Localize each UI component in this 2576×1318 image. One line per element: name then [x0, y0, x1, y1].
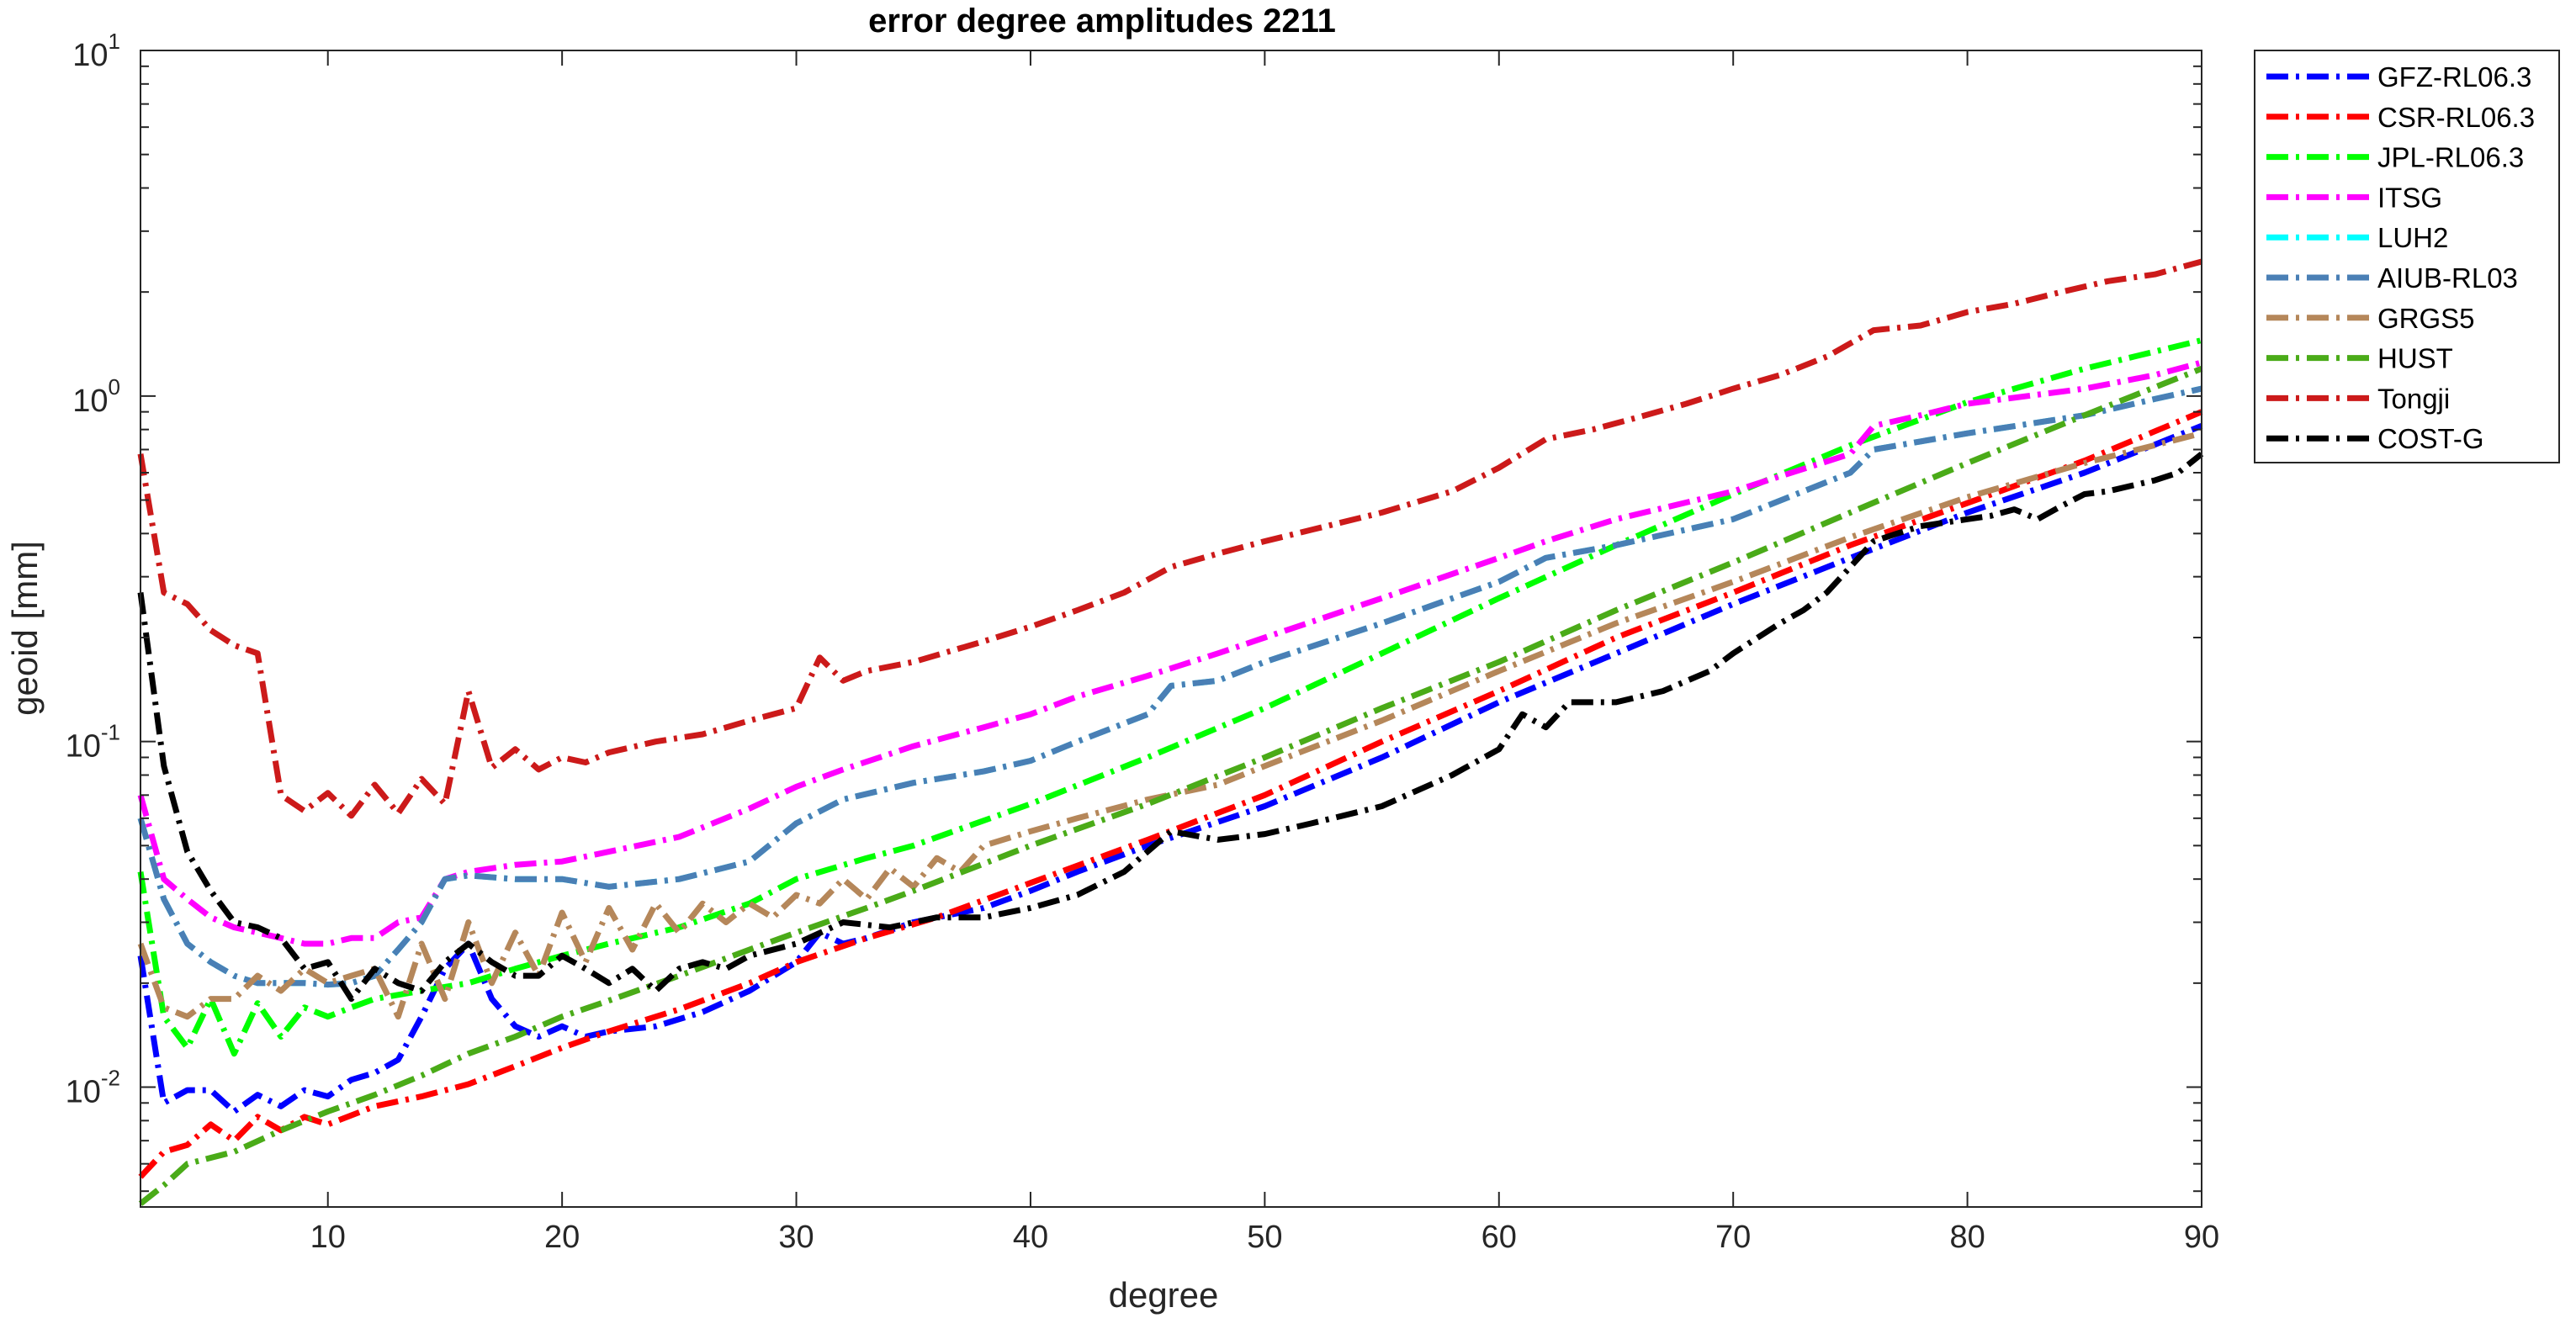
chart-title: error degree amplitudes 2211: [868, 3, 1336, 40]
series-line-tongji: [137, 258, 2202, 819]
legend-label: GFZ-RL06.3: [2377, 61, 2531, 93]
y-tick-label: 100: [72, 374, 120, 419]
y-tick-label: 10-1: [66, 720, 120, 765]
legend-label: JPL-RL06.3: [2377, 142, 2524, 173]
x-tick-label: 90: [2184, 1220, 2219, 1255]
legend-label: AIUB-RL03: [2377, 262, 2518, 294]
x-axis-label: degree: [1109, 1275, 1219, 1315]
x-axis: 10 20 30 40 50 60 70 80 90: [310, 50, 2219, 1255]
x-tick-label: 10: [310, 1220, 346, 1255]
legend-label: HUST: [2377, 343, 2453, 374]
y-tick-label: 101: [72, 29, 120, 73]
plot-area: [140, 50, 2202, 1207]
legend-label: CSR-RL06.3: [2377, 102, 2535, 133]
x-tick-label: 80: [1949, 1220, 1985, 1255]
legend-label: Tongji: [2377, 383, 2450, 414]
y-axis-label: geoid [mm]: [5, 541, 45, 716]
series-line-cost-g: [137, 451, 2204, 1003]
y-axis: 10-2 10-1 100 101: [66, 29, 2202, 1193]
series-line-gfz-rl06-3: [137, 423, 2203, 1114]
legend-label: ITSG: [2377, 182, 2442, 213]
x-tick-label: 70: [1715, 1220, 1751, 1255]
legend-label: COST-G: [2377, 423, 2484, 454]
y-tick-label: 10-2: [66, 1066, 120, 1110]
x-tick-label: 20: [544, 1220, 580, 1255]
x-tick-label: 50: [1247, 1220, 1282, 1255]
series-layer: [137, 258, 2204, 1206]
x-tick-label: 30: [778, 1220, 814, 1255]
series-line-jpl-rl06-3: [137, 337, 2202, 1057]
series-line-hust: [138, 366, 2203, 1206]
legend: GFZ-RL06.3 CSR-RL06.3 JPL-RL06.3 ITSG LUH2 AI…: [2254, 50, 2560, 463]
legend-box: [2254, 50, 2560, 463]
x-tick-label: 40: [1013, 1220, 1048, 1255]
x-tick-label: 60: [1481, 1220, 1517, 1255]
series-line-csr-rl06-3: [138, 409, 2203, 1179]
plot-frame: [140, 50, 2202, 1208]
legend-label: LUH2: [2377, 222, 2448, 253]
series-line-itsg: [137, 359, 2202, 947]
legend-label: GRGS5: [2377, 303, 2475, 334]
series-line-aiub-rl03: [137, 385, 2202, 988]
